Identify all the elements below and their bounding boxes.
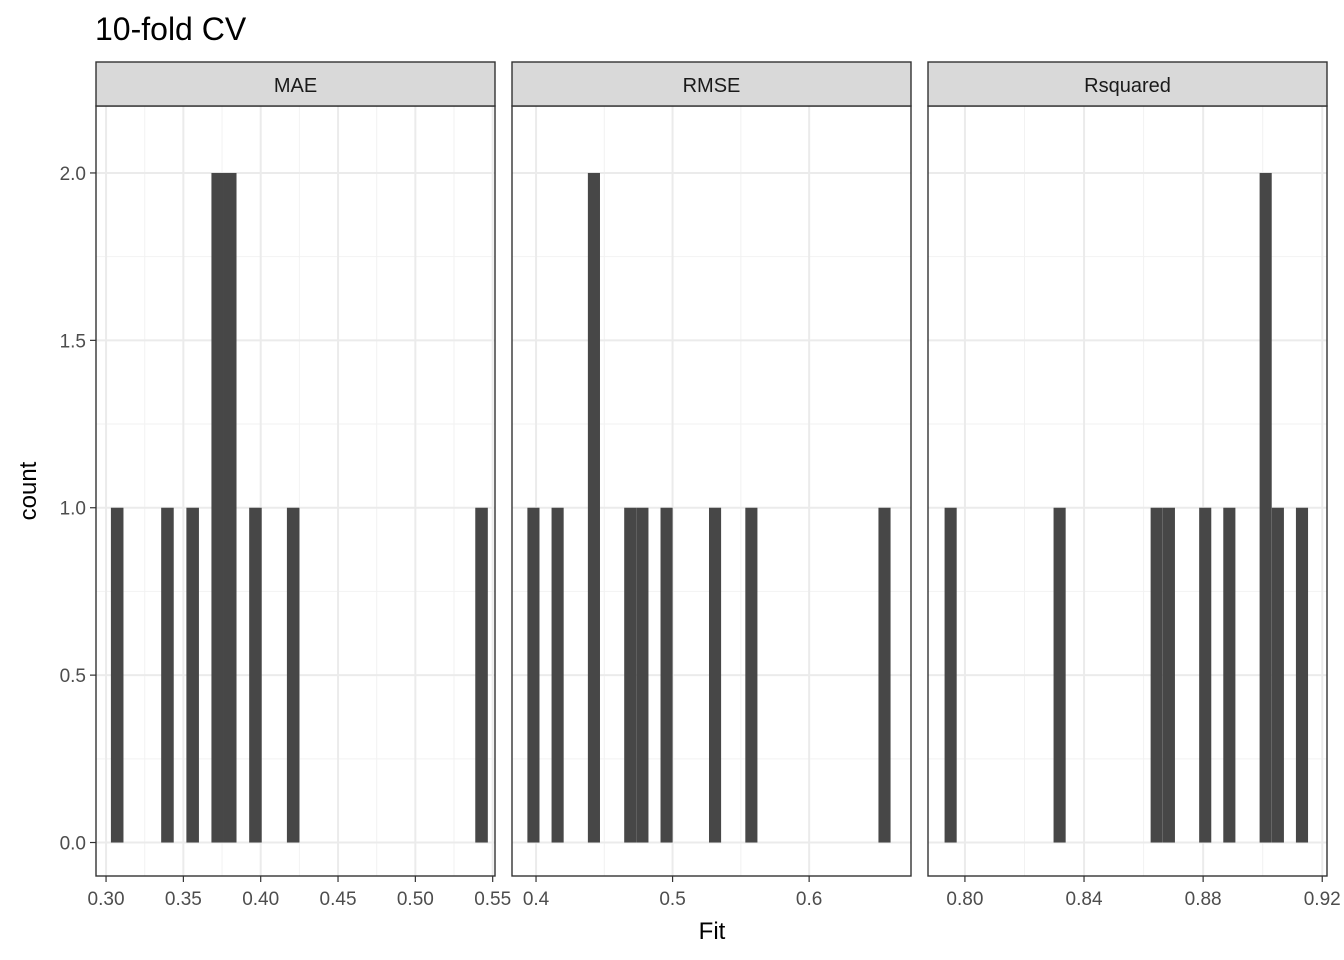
facet-strip bbox=[927, 61, 1328, 107]
panel-mae: MAE 0.30 0.35 0.40 0.45 0.50 0.55 0.0 0.5 1.0 1.5 2… bbox=[60, 61, 511, 910]
histogram-bar bbox=[110, 507, 124, 843]
histogram-bar bbox=[475, 507, 488, 843]
x-tick-label: 0.45 bbox=[320, 889, 357, 910]
x-tick-label: 0.50 bbox=[397, 889, 434, 910]
x-tick-label: 0.55 bbox=[474, 889, 511, 910]
x-tick-label: 0.35 bbox=[165, 889, 202, 910]
histogram-bar bbox=[587, 172, 600, 843]
y-tick-label: 0.0 bbox=[60, 834, 86, 855]
x-tick-label: 0.92 bbox=[1304, 889, 1341, 910]
histogram-bar bbox=[186, 507, 199, 843]
histogram-bar bbox=[161, 507, 174, 843]
x-tick-label: 0.30 bbox=[88, 889, 125, 910]
histogram-bar bbox=[1199, 507, 1212, 843]
histogram-bar bbox=[1223, 507, 1236, 843]
histogram-bar bbox=[1053, 507, 1066, 843]
y-tick-label: 1.5 bbox=[60, 331, 86, 352]
panel-rmse: RMSE 0.4 0.5 0.6 bbox=[511, 61, 912, 910]
histogram-bar bbox=[944, 507, 957, 843]
x-tick-label: 0.40 bbox=[242, 889, 279, 910]
histogram-bar bbox=[636, 507, 649, 843]
plot-title: 10-fold CV bbox=[95, 11, 247, 47]
panel-rsquared: Rsquared 0.80 0.84 0.88 0.92 bbox=[927, 61, 1341, 910]
x-tick-label: 0.84 bbox=[1066, 889, 1103, 910]
x-tick-label: 0.80 bbox=[946, 889, 983, 910]
histogram-bar bbox=[1271, 507, 1284, 843]
x-tick-label: 0.4 bbox=[523, 889, 550, 910]
facet-panels: MAE 0.30 0.35 0.40 0.45 0.50 0.55 0.0 0.5 1.0 1.5 2… bbox=[60, 61, 1341, 910]
facet-strip bbox=[511, 61, 912, 107]
facet-strip-label: RMSE bbox=[683, 75, 741, 97]
histogram-bar bbox=[708, 507, 722, 843]
histogram-bar bbox=[249, 507, 262, 843]
histogram-bar bbox=[1162, 507, 1175, 843]
histogram-bar bbox=[745, 507, 758, 843]
histogram-bar bbox=[1295, 507, 1309, 843]
y-axis-title: count bbox=[15, 461, 42, 520]
histogram-bar bbox=[624, 507, 637, 843]
y-tick-label: 0.5 bbox=[60, 666, 86, 687]
histogram-bar bbox=[1150, 507, 1163, 843]
x-tick-label: 0.6 bbox=[796, 889, 822, 910]
histogram-bar bbox=[660, 507, 673, 843]
y-tick-label: 2.0 bbox=[60, 164, 86, 185]
histogram-bar bbox=[211, 172, 224, 843]
histogram-bar bbox=[527, 507, 540, 843]
histogram-bar bbox=[551, 507, 564, 843]
histogram-bar bbox=[286, 507, 300, 843]
facet-strip-label: MAE bbox=[274, 75, 317, 97]
x-axis-title: Fit bbox=[699, 918, 726, 945]
facet-strip-label: Rsquared bbox=[1084, 75, 1171, 97]
x-tick-label: 0.88 bbox=[1185, 889, 1222, 910]
facet-strip bbox=[95, 61, 496, 107]
x-tick-label: 0.5 bbox=[659, 889, 685, 910]
histogram-bar bbox=[1259, 172, 1272, 843]
histogram-bar bbox=[223, 172, 237, 843]
histogram-bar bbox=[878, 507, 891, 843]
y-tick-label: 1.0 bbox=[60, 499, 86, 520]
